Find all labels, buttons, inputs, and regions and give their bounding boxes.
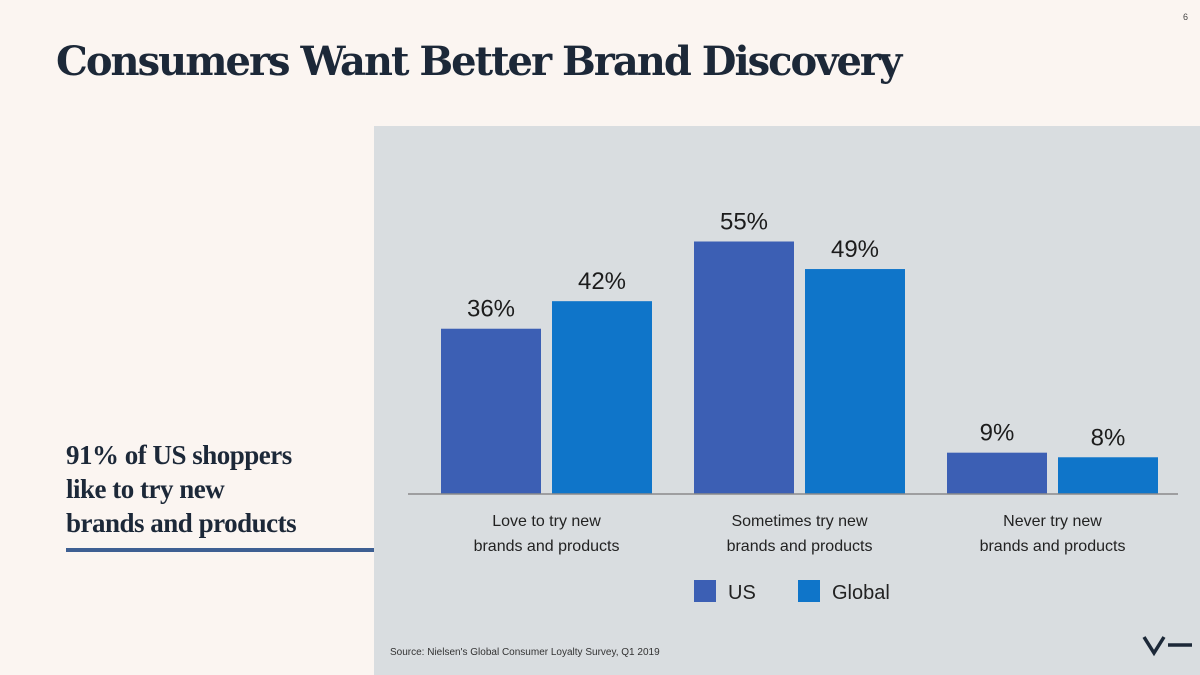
legend-swatch-global [798,580,820,602]
category-label: brands and products [727,538,873,555]
callout-line-1: 91% of US shoppers [66,440,292,470]
category-label: Sometimes try new [731,513,867,530]
bar-us-0 [441,328,541,494]
callout-text: 91% of US shoppers like to try new brand… [66,438,366,540]
category-label: brands and products [474,538,620,555]
bar-global-0 [552,301,652,494]
data-label: 55% [720,209,768,236]
legend-swatch-us [694,580,716,602]
callout-line-2: like to try new [66,474,225,504]
v-dash-logo-icon [1142,636,1192,657]
category-label: brands and products [980,538,1126,555]
bar-us-2 [947,452,1047,494]
category-label: Never try new [1003,513,1102,530]
data-label: 36% [467,296,515,323]
source-note: Source: Nielsen's Global Consumer Loyalt… [390,647,660,658]
legend-label-global: Global [832,582,890,604]
callout-underline [66,548,374,552]
bar-us-1 [694,241,794,494]
slide-title: Consumers Want Better Brand Discovery [56,38,902,85]
data-label: 9% [980,420,1015,447]
bar-global-2 [1058,457,1158,494]
bar-global-1 [805,269,905,494]
legend-label-us: US [728,582,756,604]
data-label: 49% [831,236,879,263]
data-label: 8% [1091,424,1126,451]
data-label: 42% [578,268,626,295]
category-label: Love to try new [492,513,601,530]
slide-number: 6 [1182,12,1188,22]
callout-line-3: brands and products [66,508,297,538]
